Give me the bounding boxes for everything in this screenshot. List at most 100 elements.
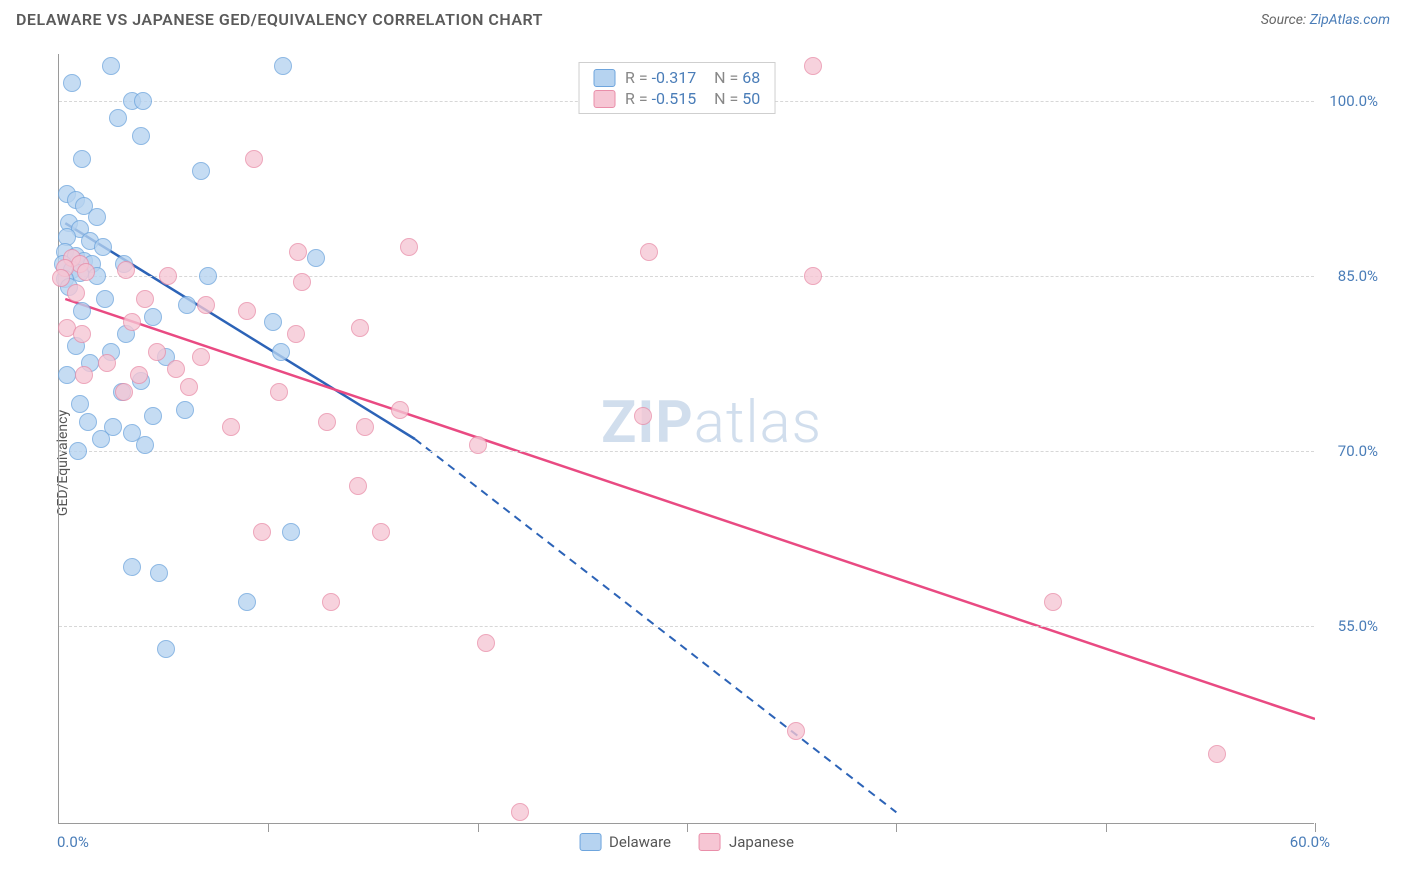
data-point-delaware — [178, 296, 196, 314]
data-point-japanese — [197, 296, 215, 314]
data-point-japanese — [270, 383, 288, 401]
x-tick — [268, 823, 269, 832]
n-value-japanese: 50 — [742, 89, 760, 108]
n-label: N = — [714, 89, 742, 108]
plot-area: ZIPatlas R = -0.317 N = 68 R = -0.515 N … — [58, 54, 1314, 824]
x-tick — [478, 823, 479, 832]
data-point-delaware — [88, 208, 106, 226]
data-point-japanese — [372, 523, 390, 541]
data-point-japanese — [351, 319, 369, 337]
data-point-japanese — [115, 383, 133, 401]
data-point-japanese — [1208, 745, 1226, 763]
data-point-japanese — [75, 366, 93, 384]
data-point-delaware — [123, 558, 141, 576]
data-point-delaware — [144, 308, 162, 326]
data-point-delaware — [79, 413, 97, 431]
swatch-delaware — [579, 833, 601, 851]
data-point-japanese — [180, 378, 198, 396]
data-point-japanese — [73, 325, 91, 343]
data-point-japanese — [787, 722, 805, 740]
data-point-japanese — [192, 348, 210, 366]
data-point-delaware — [73, 302, 91, 320]
chart-header: DELAWARE VS JAPANESE GED/EQUIVALENCY COR… — [16, 10, 1390, 40]
data-point-japanese — [469, 436, 487, 454]
y-tick-label: 70.0% — [1318, 442, 1378, 460]
data-point-japanese — [77, 263, 95, 281]
legend-label-japanese: Japanese — [729, 833, 794, 851]
legend-item-japanese: Japanese — [699, 833, 794, 851]
data-point-japanese — [318, 413, 336, 431]
source-prefix: Source: — [1261, 12, 1310, 28]
data-point-japanese — [511, 803, 529, 821]
legend-stats-row-delaware: R = -0.317 N = 68 — [593, 68, 760, 87]
data-point-delaware — [192, 162, 210, 180]
data-point-delaware — [71, 395, 89, 413]
r-value-delaware: -0.317 — [652, 68, 697, 87]
data-point-japanese — [640, 243, 658, 261]
data-point-delaware — [274, 57, 292, 75]
data-point-japanese — [136, 290, 154, 308]
r-label: R = — [625, 68, 652, 87]
chart-title: DELAWARE VS JAPANESE GED/EQUIVALENCY COR… — [16, 10, 543, 29]
data-point-japanese — [322, 593, 340, 611]
y-tick-label: 100.0% — [1318, 92, 1378, 110]
data-point-delaware — [134, 92, 152, 110]
data-point-japanese — [67, 284, 85, 302]
x-tick — [1315, 823, 1316, 832]
data-point-japanese — [222, 418, 240, 436]
x-axis-min-label: 0.0% — [57, 833, 89, 851]
y-tick-label: 55.0% — [1318, 617, 1378, 635]
data-point-japanese — [391, 401, 409, 419]
data-point-japanese — [356, 418, 374, 436]
data-point-japanese — [287, 325, 305, 343]
data-point-japanese — [238, 302, 256, 320]
data-point-japanese — [159, 267, 177, 285]
trendlines-layer — [59, 54, 1315, 824]
data-point-japanese — [245, 150, 263, 168]
legend-stats-box: R = -0.317 N = 68 R = -0.515 N = 50 — [578, 62, 775, 114]
data-point-delaware — [150, 564, 168, 582]
data-point-japanese — [634, 407, 652, 425]
legend-item-delaware: Delaware — [579, 833, 671, 851]
watermark-light: atlas — [694, 389, 822, 457]
legend-label-delaware: Delaware — [609, 833, 671, 851]
x-tick — [687, 823, 688, 832]
data-point-delaware — [199, 267, 217, 285]
data-point-japanese — [804, 267, 822, 285]
data-point-delaware — [176, 401, 194, 419]
data-point-japanese — [400, 238, 418, 256]
data-point-delaware — [264, 313, 282, 331]
data-point-delaware — [282, 523, 300, 541]
trend-line-japanese — [65, 299, 1315, 719]
data-point-japanese — [293, 273, 311, 291]
n-value-delaware: 68 — [742, 68, 760, 87]
data-point-japanese — [52, 269, 70, 287]
data-point-delaware — [94, 238, 112, 256]
data-point-delaware — [73, 150, 91, 168]
data-point-delaware — [238, 593, 256, 611]
source-link[interactable]: ZipAtlas.com — [1310, 12, 1390, 28]
data-point-japanese — [804, 57, 822, 75]
data-point-japanese — [349, 477, 367, 495]
data-point-japanese — [1044, 593, 1062, 611]
data-point-japanese — [477, 634, 495, 652]
data-point-japanese — [253, 523, 271, 541]
data-point-japanese — [130, 366, 148, 384]
watermark: ZIPatlas — [601, 389, 822, 457]
data-point-japanese — [167, 360, 185, 378]
source-attribution: Source: ZipAtlas.com — [1261, 12, 1390, 28]
data-point-delaware — [92, 430, 110, 448]
bottom-legend: Delaware Japanese — [579, 833, 794, 851]
swatch-japanese — [699, 833, 721, 851]
data-point-delaware — [58, 366, 76, 384]
data-point-japanese — [98, 354, 116, 372]
data-point-delaware — [63, 74, 81, 92]
data-point-delaware — [136, 436, 154, 454]
x-axis-max-label: 60.0% — [1290, 833, 1330, 851]
n-label: N = — [714, 68, 742, 87]
chart-container: GED/Equivalency ZIPatlas R = -0.317 N = … — [14, 48, 1392, 878]
swatch-delaware — [593, 69, 615, 87]
data-point-delaware — [272, 343, 290, 361]
gridline-h — [59, 626, 1314, 627]
data-point-japanese — [117, 261, 135, 279]
